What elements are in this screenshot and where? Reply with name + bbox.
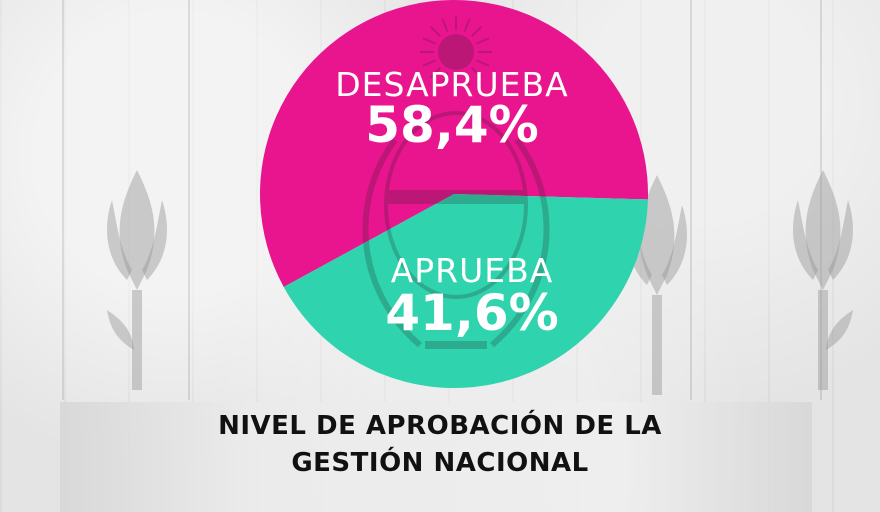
background-pillar (820, 0, 822, 400)
coat-of-arms-watermark (362, 16, 550, 349)
torch-flame-icon (793, 170, 853, 390)
torch-flame-icon (107, 170, 167, 390)
laurel-branch-icon (362, 138, 550, 348)
title-band (60, 402, 812, 512)
sun-icon (420, 16, 492, 88)
slice-value-desaprueba: 58,4% (365, 96, 538, 154)
chart-title-line-1: NIVEL DE APROBACIÓN DE LA (218, 411, 662, 441)
chart-title: NIVEL DE APROBACIÓN DE LA GESTIÓN NACION… (0, 408, 880, 482)
background-pillar (188, 0, 190, 400)
background-pillar (62, 0, 64, 400)
chart-title-line-2: GESTIÓN NACIONAL (291, 448, 589, 478)
pie-slice-aprueba (283, 194, 648, 389)
slice-value-aprueba: 41,6% (385, 284, 558, 342)
slice-label-desaprueba: DESAPRUEBA (335, 65, 568, 104)
slice-label-aprueba: APRUEBA (391, 251, 554, 290)
pie-slice-desaprueba (259, 0, 649, 287)
background-pillar (690, 0, 692, 400)
